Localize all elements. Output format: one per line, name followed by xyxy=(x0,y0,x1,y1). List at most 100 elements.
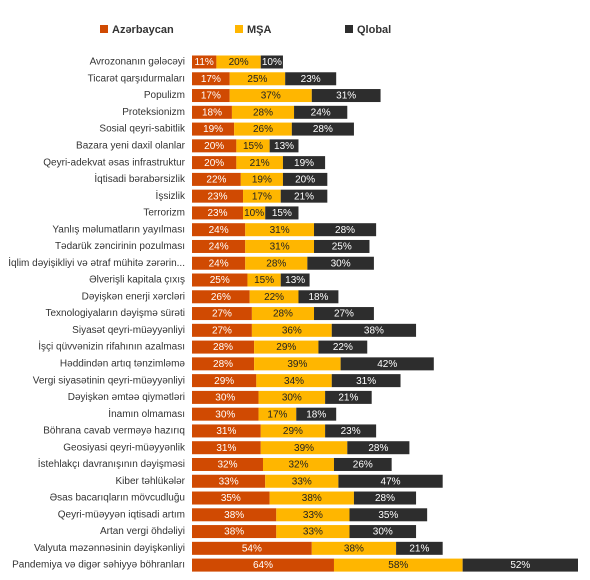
bar-segment xyxy=(229,89,312,103)
bar-segment xyxy=(338,474,443,488)
bar-segment xyxy=(318,340,368,354)
value-label: 19% xyxy=(294,158,314,169)
value-label: 27% xyxy=(212,325,232,336)
bar-segment xyxy=(462,558,578,572)
value-label: 28% xyxy=(213,342,233,353)
value-label: 31% xyxy=(216,426,236,437)
legend-label: Azərbaycan xyxy=(112,24,174,36)
bar-segment xyxy=(234,122,292,136)
value-label: 30% xyxy=(373,527,393,538)
bar-segment xyxy=(276,525,350,539)
bar-segment xyxy=(192,172,241,186)
category-label: İnamın olmaması xyxy=(108,407,185,420)
bar-segment xyxy=(282,172,328,186)
bar-segment xyxy=(192,541,312,555)
value-label: 30% xyxy=(215,409,235,420)
value-label: 28% xyxy=(266,258,286,269)
bar-segment xyxy=(247,273,281,287)
value-label: 19% xyxy=(203,124,223,135)
bar-segment xyxy=(243,206,266,220)
bar-segment xyxy=(192,390,259,404)
bar-segment xyxy=(353,491,417,505)
bar-segment xyxy=(269,139,299,153)
category-label: Əlverişli kapitala çıxış xyxy=(89,275,185,286)
value-label: 25% xyxy=(247,74,267,85)
bar-segment xyxy=(349,525,417,539)
category-label: Texnologiyaların dəyişmə sürəti xyxy=(45,308,185,319)
value-label: 37% xyxy=(261,91,281,102)
value-label: 17% xyxy=(201,74,221,85)
category-label: Həddindən artıq tənzimləmə xyxy=(60,359,186,370)
category-label: Böhrana cavab verməyə hazırıq xyxy=(43,426,185,437)
bar-segment xyxy=(340,357,434,371)
bar-segment xyxy=(231,105,295,119)
category-label: Yanlış məlumatların yayılması xyxy=(52,224,185,235)
value-label: 26% xyxy=(211,292,231,303)
bar-segment xyxy=(192,72,230,86)
value-label: 47% xyxy=(381,476,401,487)
value-label: 22% xyxy=(333,342,353,353)
value-label: 28% xyxy=(368,443,388,454)
value-label: 30% xyxy=(331,258,351,269)
category-label: Qeyri-adekvat əsas infrastruktur xyxy=(43,157,185,168)
category-label: Tədarük zəncirinin pozulması xyxy=(55,241,185,252)
bar-segment xyxy=(265,474,339,488)
value-label: 22% xyxy=(206,175,226,186)
bar-segment xyxy=(256,374,332,388)
category-label: Əsas bacarıqların mövcudluğu xyxy=(50,493,185,504)
category-label: Avrozonanın gələcəyi xyxy=(90,57,185,68)
bar-segment xyxy=(331,323,417,337)
category-label: Qeyri-müəyyən iqtisadi artım xyxy=(58,509,185,520)
value-label: 38% xyxy=(364,325,384,336)
bar-segment xyxy=(236,139,270,153)
bar-segment xyxy=(307,256,374,270)
category-label: İqlim dəyişikliyi və ətraf mühitə zərəri… xyxy=(8,256,185,269)
bar-segment xyxy=(192,323,252,337)
category-label: Ticarət qarşıdurmaları xyxy=(88,73,185,84)
value-label: 32% xyxy=(217,460,237,471)
bar-segment xyxy=(192,508,277,522)
category-label: İşsizlik xyxy=(156,189,186,202)
category-label: Bazara yeni daxil olanlar xyxy=(76,140,186,151)
value-label: 35% xyxy=(221,493,241,504)
bar-segment xyxy=(192,256,246,270)
value-label: 30% xyxy=(215,393,235,404)
bar-segment xyxy=(192,273,248,287)
category-label: Dəyişkən enerji xərcləri xyxy=(82,291,185,302)
value-label: 20% xyxy=(204,141,224,152)
value-label: 38% xyxy=(302,493,322,504)
bar-segment xyxy=(260,424,326,438)
bar-segment xyxy=(192,357,255,371)
bar-segment xyxy=(251,323,332,337)
value-label: 19% xyxy=(252,175,272,186)
value-label: 58% xyxy=(388,560,408,571)
category-label: İşçi qüvvənizin rifahının azalması xyxy=(38,340,185,353)
bar-segment xyxy=(258,390,326,404)
category-label: İstehlakçı davranışının dəyişməsi xyxy=(38,457,185,470)
bar-segment xyxy=(192,424,261,438)
value-label: 31% xyxy=(270,242,290,253)
bar-segment xyxy=(192,340,255,354)
value-label: 23% xyxy=(301,74,321,85)
bar-segment xyxy=(325,424,377,438)
value-label: 13% xyxy=(274,141,294,152)
value-label: 24% xyxy=(209,258,229,269)
value-label: 26% xyxy=(353,460,373,471)
value-label: 18% xyxy=(308,292,328,303)
value-label: 38% xyxy=(344,543,364,554)
bar-segment xyxy=(245,256,308,270)
bar-segment xyxy=(262,457,334,471)
value-label: 21% xyxy=(409,543,429,554)
bar-segment xyxy=(192,525,277,539)
bar-segment xyxy=(192,307,252,321)
value-label: 21% xyxy=(294,191,314,202)
value-label: 21% xyxy=(250,158,270,169)
value-label: 29% xyxy=(276,342,296,353)
value-label: 31% xyxy=(270,225,290,236)
value-label: 20% xyxy=(229,57,249,68)
category-label: Dəyişkən əmtəə qiymətləri xyxy=(68,392,185,403)
bar-segment xyxy=(314,223,377,237)
bar-segment xyxy=(314,307,374,321)
value-label: 33% xyxy=(303,527,323,538)
bar-segment xyxy=(349,508,428,522)
